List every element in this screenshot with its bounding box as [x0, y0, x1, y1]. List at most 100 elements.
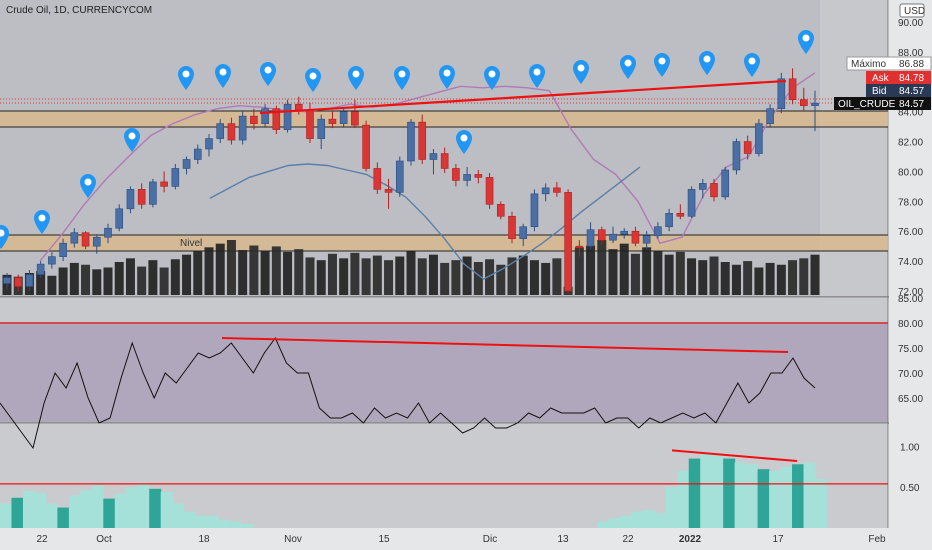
currency-badge — [899, 3, 925, 18]
candle-body — [193, 148, 202, 160]
oscillator-bar — [103, 498, 116, 528]
volume-bar — [159, 267, 169, 295]
candle-body — [126, 189, 135, 210]
volume-bar — [47, 275, 57, 295]
pin-hole — [182, 70, 190, 78]
volume-bar — [417, 258, 427, 295]
time-tick-label: Nov — [284, 534, 302, 545]
candle-body — [14, 277, 23, 287]
volume-bar — [653, 251, 663, 295]
location-pin-icon — [178, 66, 194, 90]
candle-body — [687, 189, 696, 217]
symbol-tag-bg — [834, 97, 931, 110]
time-tick-label: Dic — [483, 534, 497, 545]
pin-shape — [699, 51, 715, 75]
volume-bar — [406, 251, 416, 295]
volume-bar — [350, 252, 360, 295]
oscillator-bar — [723, 458, 736, 528]
oscillator-bar — [654, 513, 667, 528]
ask-value: 84.78 — [899, 73, 924, 84]
candle-body — [788, 78, 797, 101]
pin-shape — [34, 210, 50, 234]
candle-body — [283, 103, 292, 130]
candle-body — [553, 187, 561, 193]
volume-bar — [788, 260, 798, 295]
location-pin-icon — [798, 30, 814, 54]
candle-body — [306, 109, 314, 139]
ask-tag-bg — [866, 71, 931, 84]
location-pin-icon — [260, 62, 276, 86]
candle-body — [182, 159, 191, 169]
oscillator-bar — [596, 521, 609, 528]
volume-bar — [58, 267, 68, 295]
volume-bar — [114, 262, 124, 295]
rsi-line — [0, 337, 816, 450]
oscillator-bar — [608, 518, 621, 528]
candle-body — [59, 242, 67, 257]
candle-body — [48, 256, 56, 265]
location-pin-icon — [744, 53, 760, 77]
candle-body — [171, 168, 180, 187]
nivel-label: Nivel — [180, 238, 202, 249]
maximo-tag-bg — [846, 56, 932, 71]
volume-bar — [496, 264, 506, 295]
volume-bar — [799, 258, 809, 295]
pin-shape — [798, 30, 814, 54]
rsi-tick-label: 75.00 — [898, 344, 923, 355]
pin-shape — [573, 60, 589, 84]
price-tick-label: 82.00 — [898, 138, 923, 149]
candle-body — [115, 208, 124, 229]
rsi-tick-label: 65.00 — [898, 394, 923, 405]
candle-body — [755, 123, 763, 154]
time-tick-label: 22 — [622, 534, 634, 545]
volume-bar — [642, 247, 652, 295]
location-pin-icon — [394, 66, 410, 90]
pin-hole — [0, 229, 5, 237]
candle-body — [777, 78, 786, 109]
volume-bar — [743, 261, 753, 295]
oscillator-bar — [195, 515, 208, 528]
price-tick-label: 74.00 — [898, 257, 923, 268]
oscillator-bar — [34, 492, 47, 528]
candle-body — [811, 102, 819, 106]
location-pin-icon — [573, 60, 589, 84]
price-tick-label: 80.00 — [898, 167, 923, 178]
pin-hole — [264, 66, 272, 74]
pin-shape — [394, 66, 410, 90]
oscillator-bar — [711, 456, 724, 528]
candle-body — [294, 103, 303, 111]
bid-tag-bg — [866, 84, 931, 97]
pin-shape — [260, 62, 276, 86]
rsi-panel: 85.00 80.00 75.00 70.00 65.00 — [0, 294, 923, 450]
pin-shape — [654, 53, 670, 77]
volume-bar — [731, 264, 741, 295]
candle-body — [104, 227, 112, 238]
time-tick-label: 13 — [557, 534, 569, 545]
time-tick-label: 17 — [772, 534, 784, 545]
pin-hole — [84, 178, 92, 186]
volume-bar — [428, 254, 438, 295]
candle-body — [463, 174, 471, 181]
pin-hole — [703, 55, 711, 63]
volume-bar — [81, 264, 91, 295]
volume-bar — [608, 249, 618, 295]
pin-hole — [352, 70, 360, 78]
oscillator-bar — [815, 479, 827, 528]
candle-body — [474, 174, 483, 178]
resistance-zone — [0, 111, 888, 127]
volume-bar — [451, 260, 461, 295]
volume-bar — [327, 253, 337, 295]
candle-body — [384, 189, 393, 193]
oscillator-bar — [206, 515, 219, 528]
candle-body — [452, 168, 460, 181]
candle-body — [373, 168, 382, 190]
candle-body — [597, 229, 606, 241]
oscillator-bar — [769, 470, 782, 528]
rsi-tick-label: 80.00 — [898, 319, 923, 330]
volume-bar — [574, 247, 584, 295]
oscillator-bar — [68, 495, 81, 528]
pin-hole — [398, 70, 406, 78]
volume-bar — [384, 260, 394, 295]
volume-bar — [182, 254, 192, 295]
candle-body — [36, 263, 45, 275]
